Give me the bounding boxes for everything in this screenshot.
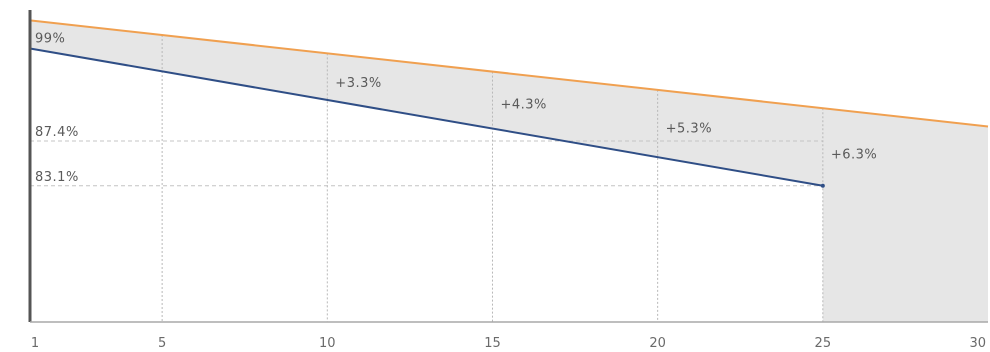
- right-region: [822, 108, 988, 323]
- difference-annotation: +5.3%: [666, 122, 712, 137]
- x-tick-label: 25: [815, 336, 832, 351]
- lower-line-end-point: [820, 183, 825, 188]
- upper-line: [29, 19, 989, 128]
- gap-area: [30, 20, 823, 186]
- start-label: 99%: [35, 31, 65, 46]
- difference-annotation: +3.3%: [335, 76, 381, 91]
- difference-annotation: +6.3%: [831, 148, 877, 163]
- x-tick-label: 15: [484, 336, 501, 351]
- x-tick-label: 10: [319, 336, 336, 351]
- x-tick-label: 30: [969, 336, 986, 351]
- x-tick-label: 20: [649, 336, 666, 351]
- reference-label: 83.1%: [35, 170, 79, 185]
- x-tick-label: 5: [158, 336, 166, 351]
- lower-line: [29, 47, 823, 187]
- reference-label: 87.4%: [35, 125, 79, 140]
- x-tick-label: 1: [31, 336, 39, 351]
- difference-annotation: +4.3%: [500, 98, 546, 113]
